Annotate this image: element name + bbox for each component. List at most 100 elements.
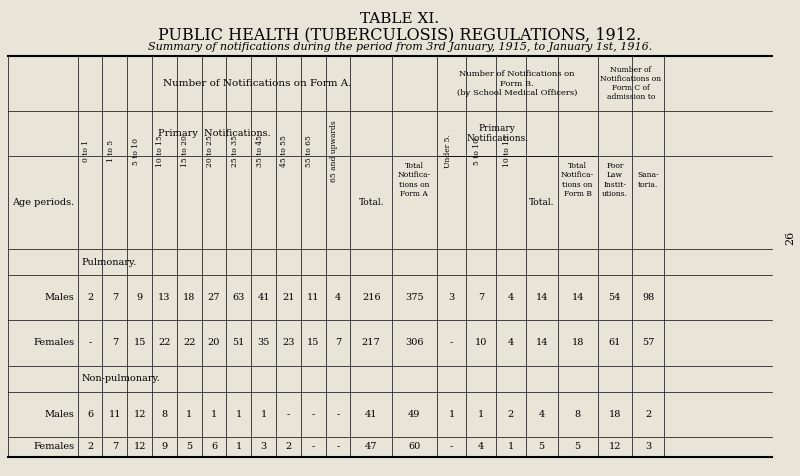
Text: 6: 6 <box>87 410 93 419</box>
Text: Total
Notifica-
tions on
Form A: Total Notifica- tions on Form A <box>398 162 431 198</box>
Text: 2: 2 <box>87 443 93 451</box>
Text: 9: 9 <box>162 443 167 451</box>
Text: 1 to 5: 1 to 5 <box>107 140 115 162</box>
Text: 1: 1 <box>236 410 242 419</box>
Text: Number of Notifications on Form A.: Number of Notifications on Form A. <box>163 79 351 88</box>
Text: 1: 1 <box>261 410 266 419</box>
Text: 12: 12 <box>134 443 146 451</box>
Text: 12: 12 <box>134 410 146 419</box>
Text: -: - <box>336 410 340 419</box>
Text: 1: 1 <box>186 410 192 419</box>
Text: 15 to 20: 15 to 20 <box>181 136 189 167</box>
Text: Number of
Notifications on
Form C of
admission to: Number of Notifications on Form C of adm… <box>600 66 662 101</box>
Text: 217: 217 <box>362 338 381 347</box>
Text: -: - <box>311 443 315 451</box>
Text: 60: 60 <box>408 443 421 451</box>
Text: 47: 47 <box>365 443 378 451</box>
Text: 41: 41 <box>365 410 378 419</box>
Text: 35 to 45: 35 to 45 <box>256 135 264 168</box>
Text: 216: 216 <box>362 293 381 302</box>
Text: 2: 2 <box>286 443 291 451</box>
Text: 7: 7 <box>335 338 341 347</box>
Text: 18: 18 <box>609 410 621 419</box>
Text: 1: 1 <box>211 410 217 419</box>
Text: 27: 27 <box>208 293 220 302</box>
Text: 10 to 15: 10 to 15 <box>503 136 511 167</box>
Text: 5: 5 <box>186 443 192 451</box>
Text: Summary of notifications during the period from 3rd January, 1915, to January 1s: Summary of notifications during the peri… <box>148 42 652 52</box>
Text: 4: 4 <box>478 443 484 451</box>
Text: 51: 51 <box>233 338 245 347</box>
Text: 55 to 65: 55 to 65 <box>306 136 314 167</box>
Text: 8: 8 <box>574 410 581 419</box>
Text: Age periods.: Age periods. <box>12 198 74 207</box>
Text: Primary  Notifications.: Primary Notifications. <box>158 129 270 138</box>
Text: 25 to 35: 25 to 35 <box>231 135 239 168</box>
Text: 22: 22 <box>183 338 195 347</box>
Text: 98: 98 <box>642 293 654 302</box>
Text: 35: 35 <box>258 338 270 347</box>
Text: Females: Females <box>34 443 74 451</box>
Text: 1: 1 <box>508 443 514 451</box>
Text: 65 and upwards: 65 and upwards <box>330 120 338 182</box>
Text: 1: 1 <box>236 443 242 451</box>
Text: 6: 6 <box>211 443 217 451</box>
Text: 2: 2 <box>87 293 93 302</box>
Text: 1: 1 <box>478 410 484 419</box>
Text: -: - <box>286 410 290 419</box>
Text: 8: 8 <box>162 410 167 419</box>
Text: -: - <box>88 338 92 347</box>
Text: Total.: Total. <box>358 198 384 207</box>
Text: 14: 14 <box>571 293 584 302</box>
Text: 4: 4 <box>508 338 514 347</box>
Text: 20 to 25: 20 to 25 <box>206 136 214 167</box>
Text: 13: 13 <box>158 293 170 302</box>
Text: 23: 23 <box>282 338 294 347</box>
Text: 10 to 15: 10 to 15 <box>157 136 165 167</box>
Text: -: - <box>450 338 454 347</box>
Text: 4: 4 <box>538 410 545 419</box>
Text: 4: 4 <box>508 293 514 302</box>
Text: 10: 10 <box>475 338 487 347</box>
Text: 54: 54 <box>609 293 621 302</box>
Text: 5: 5 <box>574 443 581 451</box>
Text: Males: Males <box>45 410 74 419</box>
Text: -: - <box>450 443 454 451</box>
Text: 21: 21 <box>282 293 294 302</box>
Text: Poor
Law
Instit-
utions.: Poor Law Instit- utions. <box>602 162 628 198</box>
Text: Males: Males <box>45 293 74 302</box>
Text: 375: 375 <box>405 293 424 302</box>
Text: 5: 5 <box>538 443 545 451</box>
Text: Females: Females <box>34 338 74 347</box>
Text: 11: 11 <box>109 410 121 419</box>
Text: 7: 7 <box>112 338 118 347</box>
Text: TABLE XI.: TABLE XI. <box>361 12 439 26</box>
Text: 306: 306 <box>405 338 424 347</box>
Text: 2: 2 <box>645 410 651 419</box>
Text: 9: 9 <box>137 293 142 302</box>
Text: 4: 4 <box>335 293 341 302</box>
Text: 3: 3 <box>261 443 266 451</box>
Text: 14: 14 <box>535 338 548 347</box>
Text: 49: 49 <box>408 410 421 419</box>
Text: 20: 20 <box>208 338 220 347</box>
Text: 3: 3 <box>449 293 454 302</box>
Text: 45 to 55: 45 to 55 <box>280 136 288 167</box>
Text: Total.: Total. <box>529 198 554 207</box>
Text: -: - <box>311 410 315 419</box>
Text: 18: 18 <box>571 338 584 347</box>
Text: 5 to 10: 5 to 10 <box>473 138 481 165</box>
Text: Sana-
toria.: Sana- toria. <box>637 171 659 188</box>
Text: 15: 15 <box>307 338 319 347</box>
Text: 61: 61 <box>609 338 621 347</box>
Text: Under 5.: Under 5. <box>443 134 451 169</box>
Text: Primary
Notifications.: Primary Notifications. <box>466 124 528 143</box>
Text: 15: 15 <box>134 338 146 347</box>
Text: Number of Notifications on
Form B.
(by School Medical Officers): Number of Notifications on Form B. (by S… <box>457 70 578 97</box>
Text: 63: 63 <box>233 293 245 302</box>
Text: 22: 22 <box>158 338 170 347</box>
Text: 18: 18 <box>183 293 195 302</box>
Text: 3: 3 <box>645 443 651 451</box>
Text: 7: 7 <box>112 293 118 302</box>
Text: 5 to 10: 5 to 10 <box>131 138 139 165</box>
